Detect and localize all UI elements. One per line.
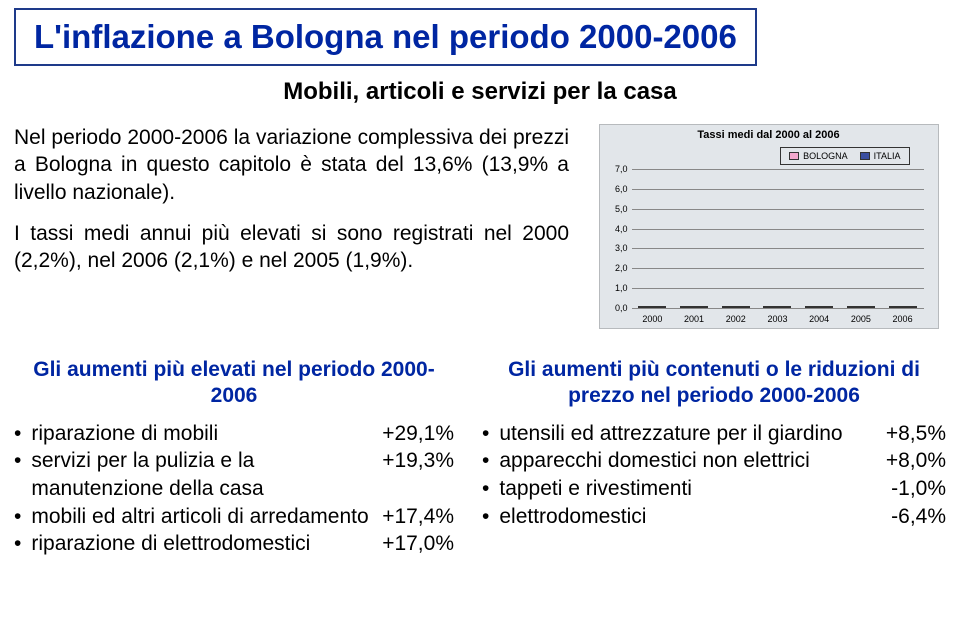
rates-chart: Tassi medi dal 2000 al 2006 BOLOGNA ITAL… xyxy=(599,124,939,329)
legend-italia: ITALIA xyxy=(860,151,901,161)
grid-line xyxy=(632,169,924,170)
item-value: +8,0% xyxy=(886,447,946,475)
item-label: utensili ed attrezzature per il giardino xyxy=(499,420,876,448)
list-item: tappeti e rivestimenti -1,0% xyxy=(482,475,946,503)
y-tick-label: 6,0 xyxy=(608,184,628,194)
list-item: servizi per la pulizia e la manutenzione… xyxy=(14,447,454,502)
mid-row: Nel periodo 2000-2006 la variazione comp… xyxy=(0,124,960,329)
lists-columns: Gli aumenti più elevati nel periodo 2000… xyxy=(0,357,960,558)
item-label: elettrodomestici xyxy=(499,503,881,531)
swatch-italia xyxy=(860,152,870,160)
y-tick-label: 5,0 xyxy=(608,204,628,214)
grid-line xyxy=(632,209,924,210)
legend-bologna: BOLOGNA xyxy=(789,151,848,161)
column-reductions: Gli aumenti più contenuti o le riduzioni… xyxy=(482,357,946,558)
item-label: apparecchi domestici non elettrici xyxy=(499,447,876,475)
item-label: servizi per la pulizia e la manutenzione… xyxy=(31,447,372,502)
left-heading: Gli aumenti più elevati nel periodo 2000… xyxy=(14,357,454,410)
list-item: apparecchi domestici non elettrici +8,0% xyxy=(482,447,946,475)
page-title: L'inflazione a Bologna nel periodo 2000-… xyxy=(34,18,737,55)
x-tick-label: 2006 xyxy=(893,314,913,324)
item-value: -6,4% xyxy=(891,503,946,531)
paragraph-2: I tassi medi annui più elevati si sono r… xyxy=(14,220,569,275)
item-value: +17,0% xyxy=(382,530,454,558)
plot-area: 0,01,02,03,04,05,06,07,0 xyxy=(632,169,924,308)
list-item: utensili ed attrezzature per il giardino… xyxy=(482,420,946,448)
y-tick-label: 0,0 xyxy=(608,303,628,313)
item-value: +19,3% xyxy=(382,447,454,502)
x-tick-label: 2002 xyxy=(726,314,746,324)
list-item: elettrodomestici -6,4% xyxy=(482,503,946,531)
item-value: +29,1% xyxy=(382,420,454,448)
right-heading: Gli aumenti più contenuti o le riduzioni… xyxy=(482,357,946,410)
list-item: riparazione di mobili +29,1% xyxy=(14,420,454,448)
item-label: tappeti e rivestimenti xyxy=(499,475,881,503)
legend-bologna-label: BOLOGNA xyxy=(803,151,848,161)
y-tick-label: 2,0 xyxy=(608,263,628,273)
reductions-list: utensili ed attrezzature per il giardino… xyxy=(482,420,946,531)
y-tick-label: 3,0 xyxy=(608,243,628,253)
item-value: +17,4% xyxy=(382,503,454,531)
swatch-bologna xyxy=(789,152,799,160)
chart-legend: BOLOGNA ITALIA xyxy=(780,147,909,165)
title-frame: L'inflazione a Bologna nel periodo 2000-… xyxy=(14,8,757,66)
x-axis-labels: 2000 2001 2002 2003 2004 2005 2006 xyxy=(632,314,924,324)
x-tick-label: 2005 xyxy=(851,314,871,324)
subtitle: Mobili, articoli e servizi per la casa xyxy=(0,78,960,106)
grid-line xyxy=(632,288,924,289)
chart-title: Tassi medi dal 2000 al 2006 xyxy=(600,125,938,141)
grid-line xyxy=(632,268,924,269)
x-tick-label: 2001 xyxy=(684,314,704,324)
intro-paragraphs: Nel periodo 2000-2006 la variazione comp… xyxy=(14,124,569,329)
bars-row xyxy=(632,169,924,308)
grid-line xyxy=(632,229,924,230)
list-item: riparazione di elettrodomestici +17,0% xyxy=(14,530,454,558)
item-label: mobili ed altri articoli di arredamento xyxy=(31,503,372,531)
grid-line xyxy=(632,248,924,249)
legend-italia-label: ITALIA xyxy=(874,151,901,161)
x-tick-label: 2004 xyxy=(809,314,829,324)
x-tick-label: 2003 xyxy=(767,314,787,324)
x-tick-label: 2000 xyxy=(642,314,662,324)
item-label: riparazione di mobili xyxy=(31,420,372,448)
y-tick-label: 1,0 xyxy=(608,283,628,293)
chart-wrap: Tassi medi dal 2000 al 2006 BOLOGNA ITAL… xyxy=(569,124,946,329)
grid-line xyxy=(632,308,924,309)
item-value: +8,5% xyxy=(886,420,946,448)
increases-list: riparazione di mobili +29,1% servizi per l… xyxy=(14,420,454,559)
y-tick-label: 4,0 xyxy=(608,224,628,234)
item-label: riparazione di elettrodomestici xyxy=(31,530,372,558)
paragraph-1: Nel periodo 2000-2006 la variazione comp… xyxy=(14,124,569,206)
column-increases: Gli aumenti più elevati nel periodo 2000… xyxy=(14,357,454,558)
list-item: mobili ed altri articoli di arredamento +… xyxy=(14,503,454,531)
item-value: -1,0% xyxy=(891,475,946,503)
grid-line xyxy=(632,189,924,190)
y-tick-label: 7,0 xyxy=(608,164,628,174)
